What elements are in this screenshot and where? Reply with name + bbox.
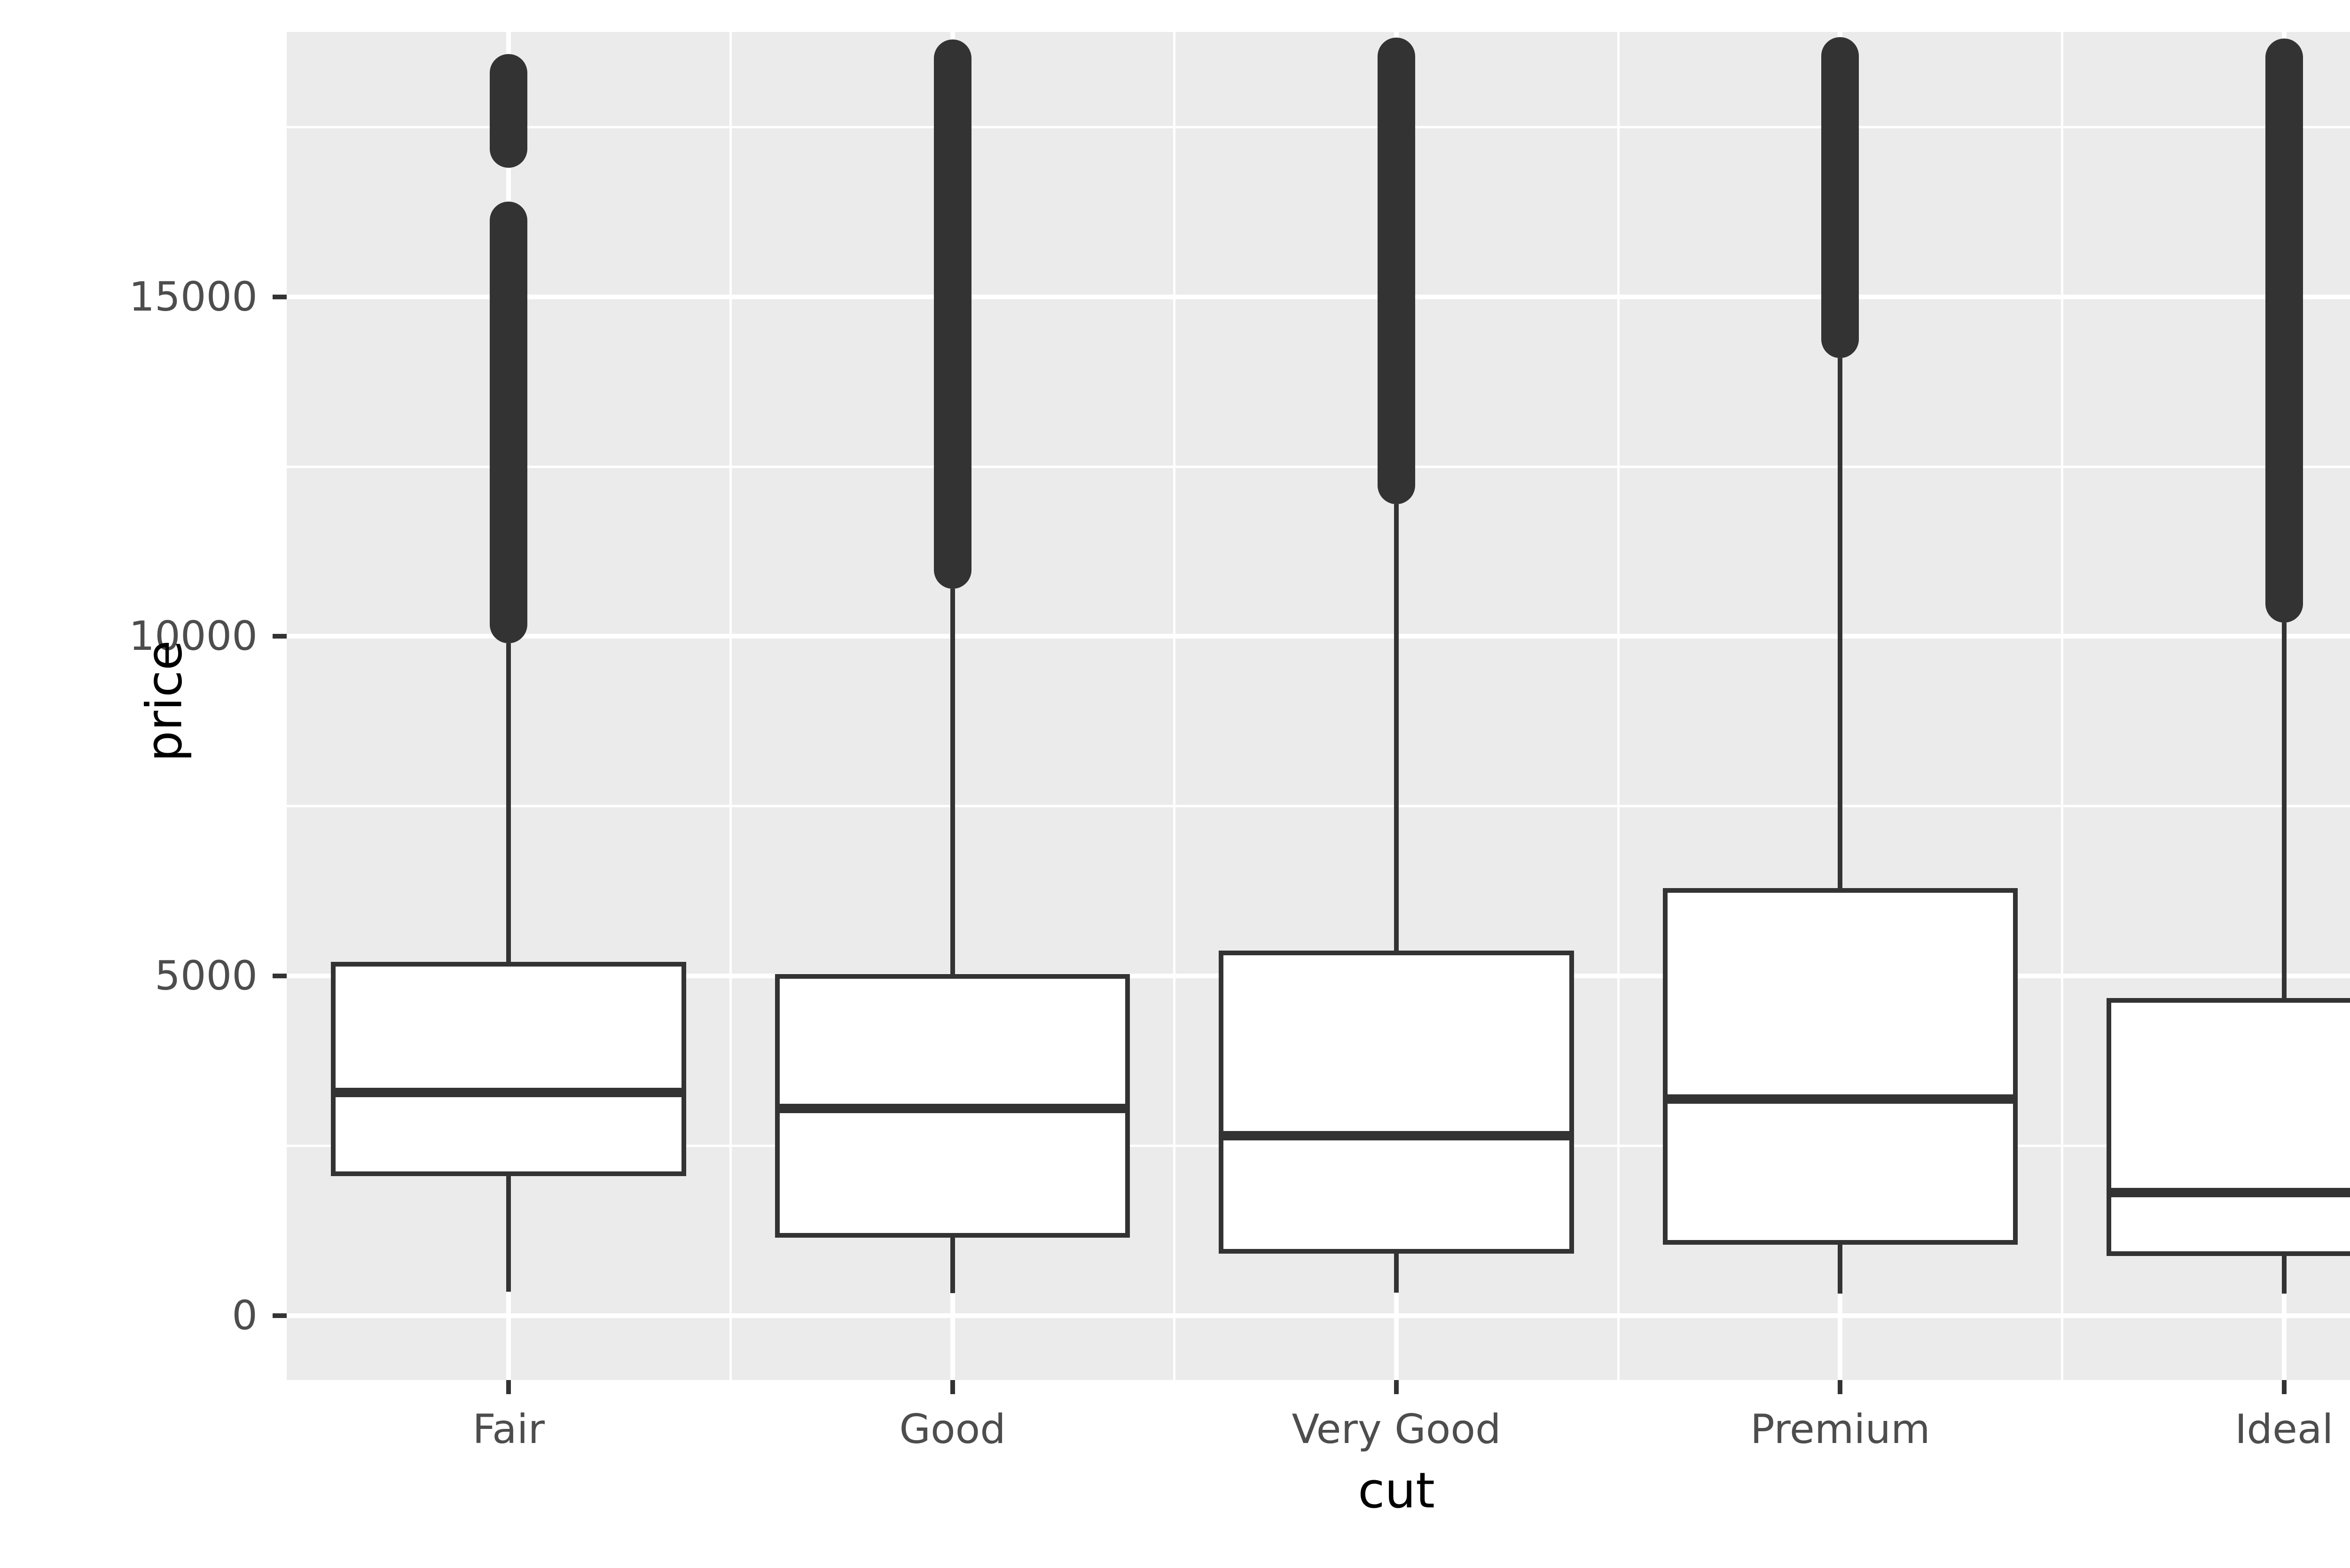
median-line (1662, 1094, 2018, 1104)
box-iqr (331, 962, 686, 1177)
x-axis-tick (950, 1380, 955, 1394)
boxplot-good (287, 32, 2350, 1380)
y-axis-tick-label: 0 (232, 1292, 258, 1339)
gridline-minor-horizontal (287, 465, 2350, 468)
x-axis-tick-label: Premium (1750, 1406, 1930, 1453)
whisker-lower (1394, 1253, 1399, 1293)
gridline-minor-vertical (2061, 32, 2064, 1380)
gridline-minor-vertical (1173, 32, 1176, 1380)
x-axis-tick-label: Very Good (1292, 1406, 1501, 1453)
gridline-major-horizontal (287, 1313, 2350, 1318)
whisker-upper (1838, 358, 1843, 888)
whisker-upper (1394, 504, 1399, 951)
median-line (775, 1103, 1130, 1113)
y-axis-tick (273, 634, 287, 639)
x-axis-tick-label: Fair (472, 1406, 545, 1453)
whisker-upper (506, 643, 511, 962)
boxplot-premium (287, 32, 2350, 1380)
outlier-points (2265, 38, 2303, 623)
whisker-lower (950, 1238, 955, 1294)
gridline-minor-horizontal (287, 125, 2350, 128)
outlier-points (1821, 37, 1859, 358)
y-axis-tick-label: 10000 (129, 613, 258, 660)
x-axis-tick-label: Ideal (2235, 1406, 2334, 1453)
median-line (331, 1088, 686, 1098)
whisker-lower (2281, 1256, 2287, 1294)
x-axis-tick (506, 1380, 511, 1394)
outlier-points (490, 54, 528, 168)
box-iqr (1219, 951, 1574, 1254)
y-axis-tick (273, 294, 287, 299)
median-line (1219, 1131, 1574, 1140)
whisker-lower (506, 1176, 511, 1292)
x-axis-tick (1838, 1380, 1843, 1394)
boxplot-ideal (287, 32, 2350, 1380)
x-axis-tick (1394, 1380, 1399, 1394)
y-axis-tick (273, 1313, 287, 1318)
y-axis-tick-label: 15000 (129, 273, 258, 320)
whisker-upper (2281, 623, 2287, 998)
median-line (2107, 1188, 2350, 1198)
x-axis-title: cut (1358, 1462, 1435, 1519)
whisker-lower (1838, 1244, 1843, 1294)
outlier-points (1378, 37, 1415, 504)
y-axis-title: price (135, 640, 193, 762)
gridline-minor-vertical (1617, 32, 1620, 1380)
x-axis-tick-label: Good (899, 1406, 1006, 1453)
box-iqr (2107, 998, 2350, 1256)
whisker-upper (950, 589, 955, 974)
box-iqr (1662, 888, 2018, 1245)
y-axis-tick-label: 5000 (155, 952, 258, 1000)
boxplot-very-good (287, 32, 2350, 1380)
outlier-points (933, 39, 971, 589)
x-axis-tick (2281, 1380, 2287, 1394)
y-axis-tick (273, 974, 287, 979)
plot-panel (287, 32, 2350, 1380)
boxplot-fair (287, 32, 2350, 1380)
outlier-points (490, 202, 528, 643)
gridline-minor-horizontal (287, 805, 2350, 808)
gridline-major-horizontal (287, 634, 2350, 639)
gridline-major-horizontal (287, 294, 2350, 299)
gridline-minor-vertical (729, 32, 732, 1380)
